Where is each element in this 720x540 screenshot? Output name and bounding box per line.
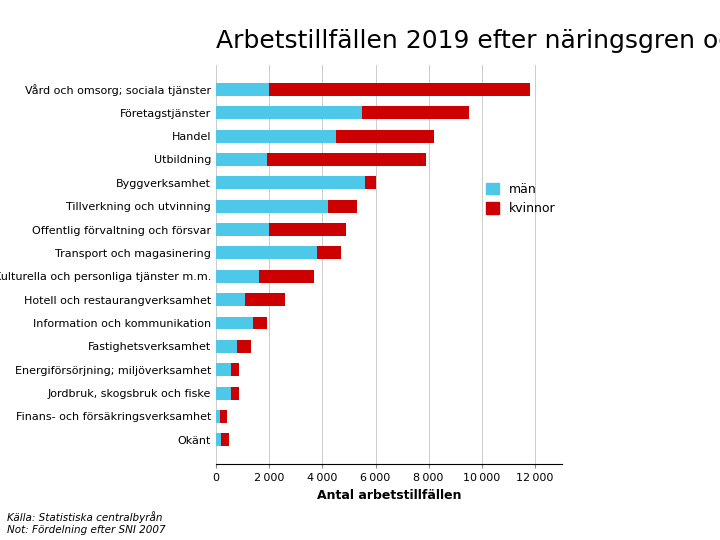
Bar bbox=[269, 83, 530, 96]
Bar bbox=[365, 177, 376, 189]
X-axis label: Antal arbetstillfällen: Antal arbetstillfällen bbox=[317, 489, 461, 502]
Bar bbox=[216, 177, 365, 189]
Bar bbox=[266, 153, 426, 166]
Bar bbox=[216, 223, 269, 236]
Bar bbox=[216, 200, 328, 213]
Bar bbox=[230, 363, 238, 376]
Bar bbox=[238, 340, 251, 353]
Bar bbox=[216, 153, 266, 166]
Bar bbox=[336, 130, 434, 143]
Bar bbox=[216, 270, 258, 283]
Bar bbox=[216, 387, 230, 400]
Bar bbox=[216, 340, 238, 353]
Bar bbox=[246, 293, 285, 306]
Bar bbox=[216, 293, 246, 306]
Bar bbox=[216, 316, 253, 329]
Bar bbox=[216, 130, 336, 143]
Bar bbox=[269, 223, 346, 236]
Bar bbox=[216, 106, 362, 119]
Text: Källa: Statistiska centralbyrån
Not: Fördelning efter SNI 2007: Källa: Statistiska centralbyrån Not: För… bbox=[7, 511, 166, 535]
Bar bbox=[253, 316, 266, 329]
Bar bbox=[216, 363, 230, 376]
Bar bbox=[317, 246, 341, 259]
Bar bbox=[216, 83, 269, 96]
Bar bbox=[362, 106, 469, 119]
Bar bbox=[220, 410, 227, 423]
Bar bbox=[258, 270, 315, 283]
Text: Arbetstillfällen 2019 efter näringsgren och kön: Arbetstillfällen 2019 efter näringsgren … bbox=[216, 29, 720, 53]
Bar bbox=[216, 410, 220, 423]
Bar bbox=[221, 434, 229, 446]
Bar bbox=[230, 387, 238, 400]
Bar bbox=[216, 434, 221, 446]
Legend: män, kvinnor: män, kvinnor bbox=[486, 183, 555, 215]
Bar bbox=[328, 200, 357, 213]
Bar bbox=[216, 246, 317, 259]
